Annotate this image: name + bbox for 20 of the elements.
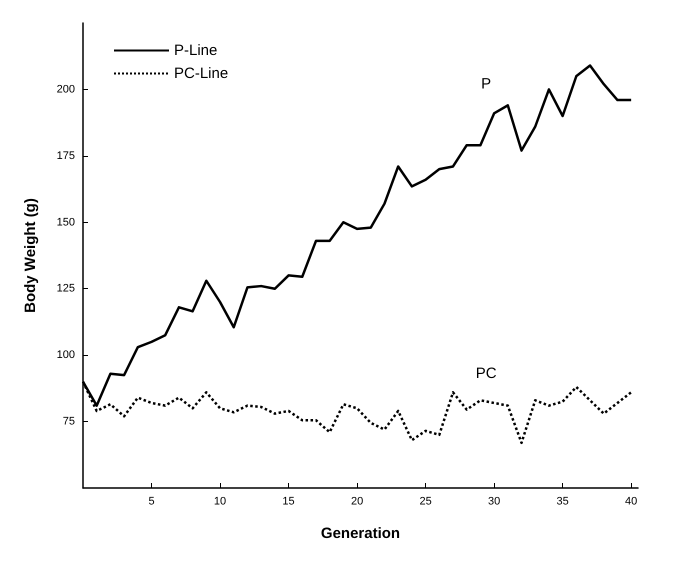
y-tick-label: 100 — [56, 349, 75, 362]
y-tick-label: 75 — [62, 416, 75, 428]
x-tick-label: 35 — [556, 496, 569, 508]
legend-label: PC-Line — [174, 65, 228, 82]
x-tick-label: 5 — [148, 496, 155, 508]
x-tick-label: 25 — [419, 496, 432, 508]
x-tick-label: 40 — [625, 496, 638, 508]
legend-label: P-Line — [174, 42, 218, 59]
x-tick-label: 20 — [350, 496, 364, 508]
y-axis-title: Body Weight (g) — [22, 198, 39, 313]
x-axis-title: Generation — [320, 525, 400, 542]
x-tick-label: 15 — [282, 496, 295, 508]
annotation: PC — [476, 364, 497, 382]
annotation: P — [481, 75, 492, 92]
y-tick-label: 150 — [56, 216, 75, 228]
x-tick-label: 10 — [214, 496, 226, 508]
x-tick-label: 30 — [488, 496, 500, 508]
y-tick-label: 200 — [56, 83, 75, 96]
y-tick-label: 125 — [56, 282, 75, 295]
y-tick-label: 175 — [56, 150, 75, 162]
